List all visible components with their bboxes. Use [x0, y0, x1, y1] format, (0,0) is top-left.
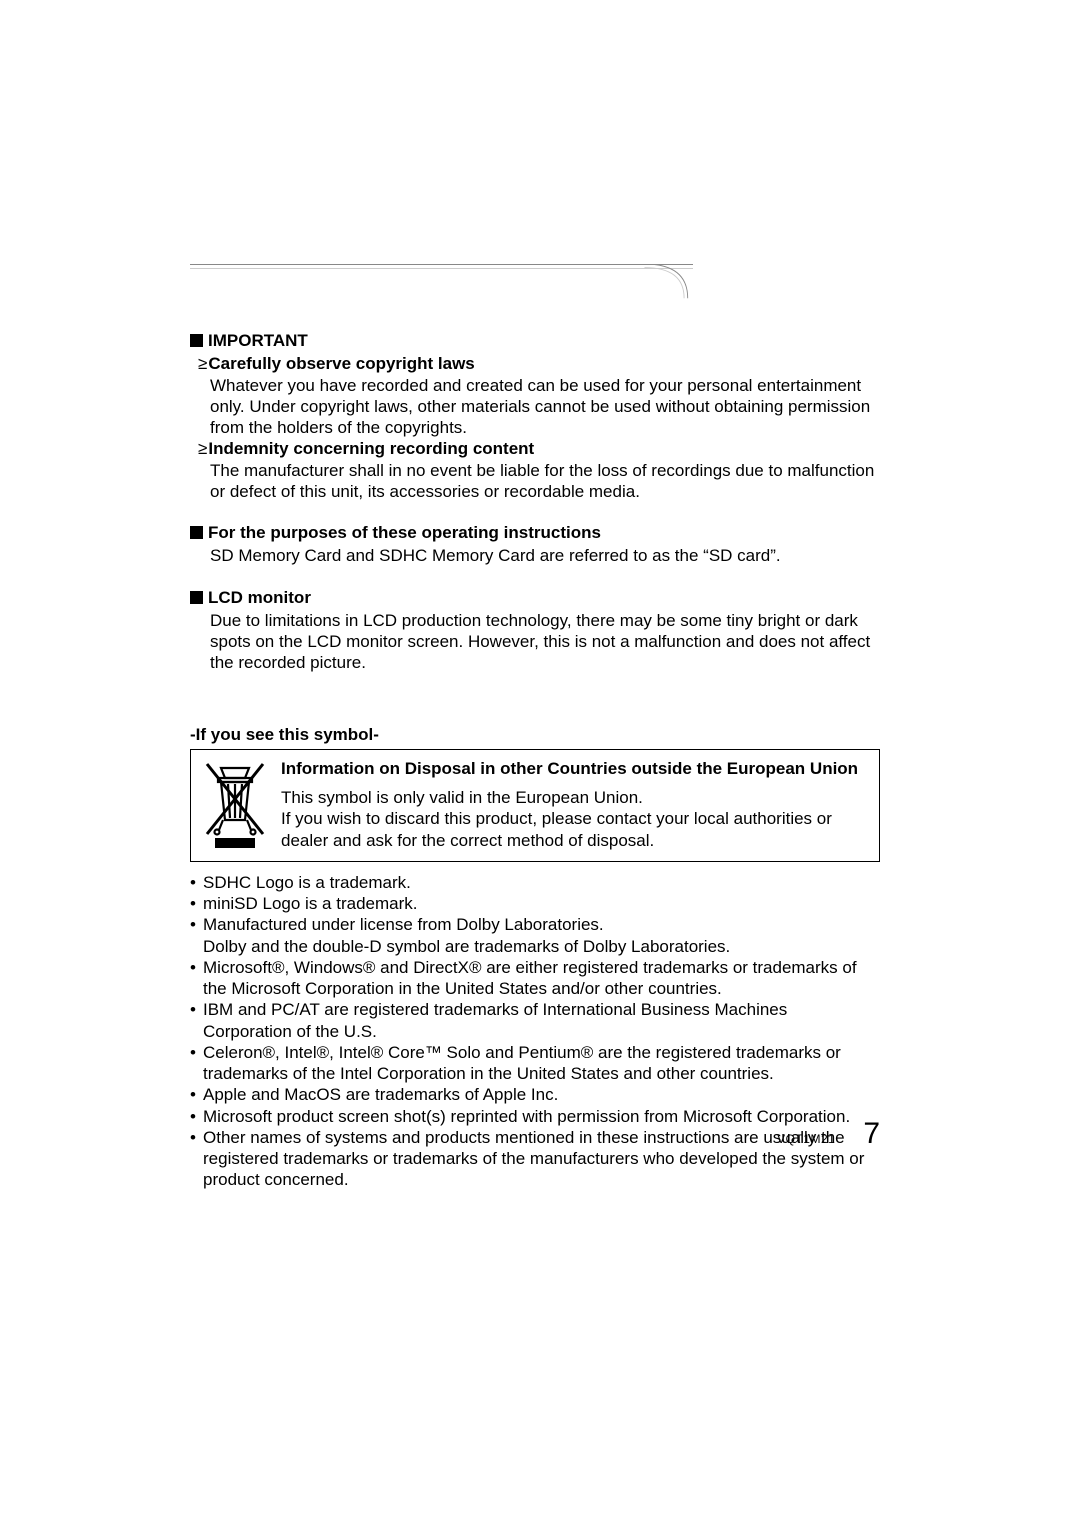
- section-purposes-heading: For the purposes of these operating inst…: [190, 522, 880, 543]
- tm-item: SDHC Logo is a trademark.: [203, 872, 880, 893]
- page-footer: VQT1M21 7: [777, 1115, 880, 1153]
- section-lcd-body: Due to limitations in LCD production tec…: [210, 610, 880, 674]
- sub-copyright-body: Whatever you have recorded and created c…: [210, 375, 880, 439]
- tm-item: Apple and MacOS are trademarks of Apple …: [203, 1084, 880, 1105]
- tm-item: IBM and PC/AT are registered trademarks …: [203, 999, 880, 1042]
- disposal-line2: If you wish to discard this product, ple…: [281, 808, 867, 851]
- disposal-line1: This symbol is only valid in the Europea…: [281, 787, 867, 808]
- symbol-intro: -If you see this symbol-: [190, 724, 880, 745]
- sub-copyright-heading: Carefully observe copyright laws: [198, 353, 880, 374]
- doc-code: VQT1M21: [777, 1132, 835, 1147]
- tm-item: miniSD Logo is a trademark.: [203, 893, 880, 914]
- weee-icon: [191, 750, 281, 861]
- sub-indemnity-body: The manufacturer shall in no event be li…: [210, 460, 880, 503]
- tm-item: Microsoft®, Windows® and DirectX® are ei…: [203, 957, 880, 1000]
- section-purposes-body: SD Memory Card and SDHC Memory Card are …: [210, 545, 880, 566]
- page-content: IMPORTANT Carefully observe copyright la…: [190, 260, 880, 1191]
- section-lcd-heading: LCD monitor: [190, 587, 880, 608]
- sub-indemnity-heading: Indemnity concerning recording content: [198, 438, 880, 459]
- section-important-heading: IMPORTANT: [190, 330, 880, 351]
- disposal-title: Information on Disposal in other Countri…: [281, 758, 867, 779]
- disposal-info-box: Information on Disposal in other Countri…: [190, 749, 880, 862]
- tm-item: Manufactured under license from Dolby La…: [203, 914, 880, 957]
- tm-item: Celeron®, Intel®, Intel® Core™ Solo and …: [203, 1042, 880, 1085]
- page-number: 7: [863, 1115, 880, 1153]
